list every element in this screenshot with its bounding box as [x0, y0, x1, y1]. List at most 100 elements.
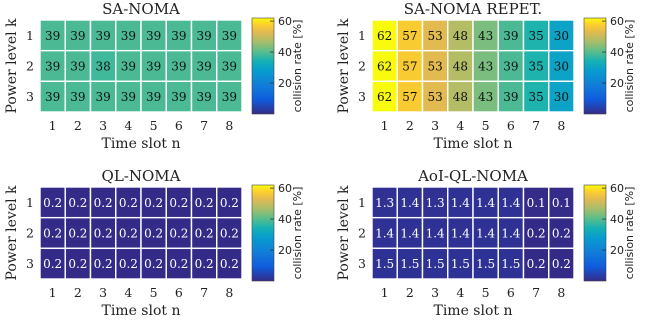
cell-value-label: 30	[554, 60, 569, 74]
x-tick-label: 6	[507, 285, 515, 300]
heatmap-cell	[447, 216, 474, 250]
x-tick-label: 5	[150, 118, 158, 133]
cell-value-label: 0.2	[220, 257, 239, 271]
cell-value-label: 39	[171, 90, 186, 104]
x-tick-label: 6	[175, 285, 183, 300]
heatmap-panel-4: AoI-QL-NOMA 1.3 1.4 1.3 1.4 1.4 1.4 0.1 0.1 1.4 1.…	[336, 167, 636, 319]
cell-value-label: 1.4	[451, 196, 470, 210]
heatmap-cell	[216, 19, 243, 52]
y-tick-label: 2	[358, 226, 366, 241]
heatmap-cell	[140, 80, 167, 113]
cell-value-label: 0.2	[144, 257, 163, 271]
x-tick-label: 1	[381, 285, 389, 300]
heatmap-cell	[497, 80, 525, 113]
heatmap-cell	[522, 49, 550, 83]
x-tick-label: 1	[381, 118, 389, 133]
x-axis-label: Time slot n	[101, 303, 180, 319]
heatmap-cell	[64, 49, 92, 83]
y-tick-label: 2	[26, 226, 34, 241]
cell-value-label: 39	[196, 60, 211, 74]
panel-title: SA-NOMA REPET.	[404, 0, 542, 18]
heatmap-cell	[190, 216, 218, 250]
x-tick-label: 1	[49, 118, 57, 133]
colorbar-label: collision rate [%]	[623, 20, 636, 113]
cell-value-label: 30	[554, 29, 569, 43]
x-axis-label: Time slot n	[433, 303, 512, 319]
cell-value-label: 0.2	[195, 196, 214, 210]
heatmap-cell	[216, 247, 243, 280]
colorbar-tick-label: 20	[278, 77, 292, 90]
colorbar-tick-label: 40	[610, 46, 624, 59]
cell-value-label: 53	[427, 60, 442, 74]
x-tick-label: 8	[557, 285, 565, 300]
cell-value-label: 39	[222, 90, 237, 104]
heatmap-cell	[421, 247, 449, 280]
colorbar-tick-label: 60	[610, 182, 624, 195]
cell-value-label: 0.2	[119, 257, 138, 271]
x-axis-label: Time slot n	[433, 136, 512, 152]
cell-value-label: 48	[453, 90, 468, 104]
cell-value-label: 1.4	[476, 196, 495, 210]
colorbar	[583, 184, 607, 282]
x-tick-label: 7	[532, 118, 540, 133]
heatmap-cell	[190, 80, 218, 113]
cell-value-label: 53	[427, 29, 442, 43]
heatmap-cell	[64, 216, 92, 250]
x-tick-label: 4	[456, 285, 464, 300]
x-tick-label: 5	[482, 285, 490, 300]
y-tick-label: 2	[358, 59, 366, 74]
cell-value-label: 57	[402, 60, 417, 74]
x-axis-label: Time slot n	[101, 136, 180, 152]
cell-value-label: 38	[95, 60, 110, 74]
cell-value-label: 0.2	[552, 227, 571, 241]
cell-value-label: 1.3	[426, 196, 445, 210]
colorbar	[251, 17, 275, 115]
heatmap-cell	[39, 80, 66, 113]
cell-value-label: 53	[427, 90, 442, 104]
cell-value-label: 0.2	[527, 257, 546, 271]
y-axis-label: Power level k	[4, 185, 20, 281]
cell-value-label: 39	[95, 29, 110, 43]
y-tick-label: 2	[26, 59, 34, 74]
x-tick-label: 8	[225, 118, 233, 133]
x-tick-label: 3	[431, 285, 439, 300]
cell-value-label: 1.4	[400, 227, 419, 241]
cell-value-label: 62	[377, 29, 392, 43]
cell-value-label: 0.2	[169, 257, 188, 271]
heatmap-cell	[447, 247, 474, 280]
cell-value-label: 39	[146, 60, 161, 74]
y-tick-label: 3	[358, 89, 366, 104]
colorbar-tick-label: 20	[610, 244, 624, 257]
y-tick-label: 1	[26, 28, 34, 43]
heatmap-cell	[371, 186, 398, 219]
x-tick-label: 4	[456, 118, 464, 133]
x-tick-label: 7	[200, 285, 208, 300]
cell-value-label: 39	[121, 29, 136, 43]
cell-value-label: 0.2	[43, 257, 62, 271]
heatmap-cell	[421, 186, 449, 219]
cell-value-label: 39	[503, 60, 518, 74]
cell-value-label: 1.5	[400, 257, 419, 271]
y-tick-label: 1	[358, 195, 366, 210]
heatmap-cell	[115, 247, 142, 280]
colorbar-tick-label: 40	[610, 213, 624, 226]
x-tick-label: 1	[49, 285, 57, 300]
colorbar-tick-label: 20	[610, 77, 624, 90]
heatmap-cell	[396, 19, 424, 52]
heatmap-cell	[396, 247, 424, 280]
heatmap-cell	[472, 247, 499, 280]
cell-value-label: 39	[222, 60, 237, 74]
cell-value-label: 0.2	[68, 257, 87, 271]
colorbar-tick-label: 40	[278, 46, 292, 59]
cell-value-label: 48	[453, 60, 468, 74]
y-tick-label: 3	[26, 89, 34, 104]
cell-value-label: 0.2	[527, 227, 546, 241]
heatmap-cell	[115, 80, 142, 113]
heatmap-cell	[548, 216, 575, 250]
x-tick-label: 3	[431, 118, 439, 133]
cell-value-label: 0.2	[195, 257, 214, 271]
cell-value-label: 43	[478, 90, 493, 104]
cell-value-label: 0.2	[195, 227, 214, 241]
